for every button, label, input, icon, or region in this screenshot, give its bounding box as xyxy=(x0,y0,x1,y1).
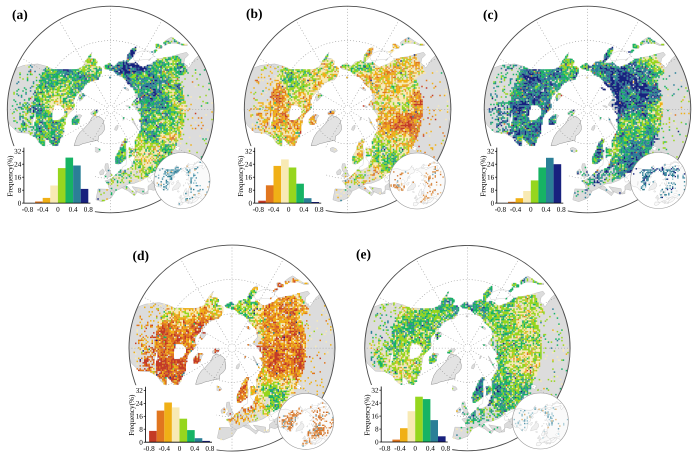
svg-text:-0.4: -0.4 xyxy=(159,445,171,453)
svg-text:Frequency(%): Frequency(%) xyxy=(479,155,487,197)
svg-text:24: 24 xyxy=(371,399,379,407)
svg-text:0: 0 xyxy=(375,438,379,446)
svg-text:-0.8: -0.8 xyxy=(22,206,34,214)
svg-text:0.8: 0.8 xyxy=(557,206,566,214)
svg-text:-0.4: -0.4 xyxy=(394,445,406,453)
svg-text:16: 16 xyxy=(136,413,144,421)
svg-text:0.4: 0.4 xyxy=(69,206,78,214)
svg-text:-0.4: -0.4 xyxy=(510,206,522,214)
svg-text:0: 0 xyxy=(18,199,22,207)
svg-text:0: 0 xyxy=(413,445,417,453)
svg-text:0.8: 0.8 xyxy=(315,206,324,214)
svg-text:0.4: 0.4 xyxy=(299,206,308,214)
svg-text:8: 8 xyxy=(139,426,143,434)
svg-text:0.4: 0.4 xyxy=(426,445,435,453)
svg-text:0.8: 0.8 xyxy=(84,206,93,214)
svg-text:0: 0 xyxy=(139,439,143,447)
svg-text:-0.4: -0.4 xyxy=(268,206,280,214)
svg-text:Frequency(%): Frequency(%) xyxy=(128,394,136,436)
svg-text:0.8: 0.8 xyxy=(441,445,450,453)
svg-text:Frequency(%): Frequency(%) xyxy=(364,394,372,436)
svg-text:24: 24 xyxy=(14,161,22,169)
svg-text:8: 8 xyxy=(18,187,22,195)
svg-text:8: 8 xyxy=(249,187,253,195)
svg-text:(d): (d) xyxy=(132,248,149,263)
svg-text:-0.8: -0.8 xyxy=(143,445,155,453)
svg-text:0: 0 xyxy=(287,206,291,214)
svg-text:24: 24 xyxy=(245,161,253,169)
svg-text:(e): (e) xyxy=(356,247,371,262)
svg-text:16: 16 xyxy=(371,412,379,420)
svg-text:32: 32 xyxy=(14,148,22,156)
svg-text:0.4: 0.4 xyxy=(190,445,199,453)
svg-text:0: 0 xyxy=(178,445,182,453)
svg-text:16: 16 xyxy=(14,174,22,182)
svg-text:16: 16 xyxy=(245,174,253,182)
svg-text:16: 16 xyxy=(487,174,495,182)
svg-text:0: 0 xyxy=(491,199,495,207)
svg-text:Frequency(%): Frequency(%) xyxy=(6,155,14,197)
svg-text:0: 0 xyxy=(529,206,533,214)
svg-text:0: 0 xyxy=(56,206,60,214)
svg-text:32: 32 xyxy=(371,387,379,395)
svg-text:(c): (c) xyxy=(483,7,498,22)
svg-text:0.4: 0.4 xyxy=(542,206,551,214)
svg-text:32: 32 xyxy=(245,148,253,156)
svg-text:-0.8: -0.8 xyxy=(253,206,265,214)
svg-text:0: 0 xyxy=(249,199,253,207)
svg-text:32: 32 xyxy=(487,148,495,156)
svg-text:-0.4: -0.4 xyxy=(37,206,49,214)
svg-text:-0.8: -0.8 xyxy=(495,206,507,214)
svg-text:24: 24 xyxy=(487,161,495,169)
svg-text:24: 24 xyxy=(136,400,144,408)
svg-text:32: 32 xyxy=(136,387,144,395)
svg-text:(b): (b) xyxy=(246,6,263,21)
svg-text:8: 8 xyxy=(491,187,495,195)
svg-text:Frequency(%): Frequency(%) xyxy=(237,155,245,197)
svg-text:-0.8: -0.8 xyxy=(379,445,391,453)
svg-text:(a): (a) xyxy=(12,7,28,22)
svg-text:8: 8 xyxy=(375,425,379,433)
svg-text:0.8: 0.8 xyxy=(205,445,214,453)
